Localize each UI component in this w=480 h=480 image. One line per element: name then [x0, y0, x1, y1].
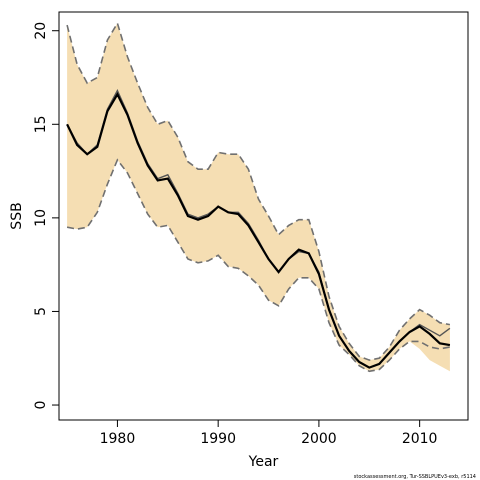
confidence-band	[67, 23, 450, 372]
x-tick-label: 1980	[100, 431, 136, 447]
estimate-lines-layer	[66, 89, 451, 369]
y-tick-label: 10	[33, 209, 49, 227]
y-axis-title: SSB	[9, 202, 25, 229]
x-tick-label: 2010	[402, 431, 438, 447]
y-tick-label: 15	[33, 115, 49, 133]
x-tick-label: 1990	[200, 431, 236, 447]
y-tick-label: 20	[33, 22, 49, 40]
confidence-band-layer	[67, 23, 450, 372]
upper-bound-line	[66, 21, 451, 361]
y-axis: 0 5 10 15 20	[33, 22, 59, 410]
y-tick-label: 0	[33, 401, 49, 410]
median-line	[66, 91, 451, 369]
x-axis: 1980 1990 2000 2010	[100, 420, 438, 447]
credit-note: stockassessment.org, Tur-SSBLPUEv3-exb, …	[354, 474, 476, 480]
plot-frame	[58, 11, 469, 421]
x-tick-label: 2000	[301, 431, 337, 447]
bound-lines-layer	[66, 21, 451, 373]
y-tick-label: 5	[33, 307, 49, 316]
x-axis-title: Year	[248, 454, 279, 470]
